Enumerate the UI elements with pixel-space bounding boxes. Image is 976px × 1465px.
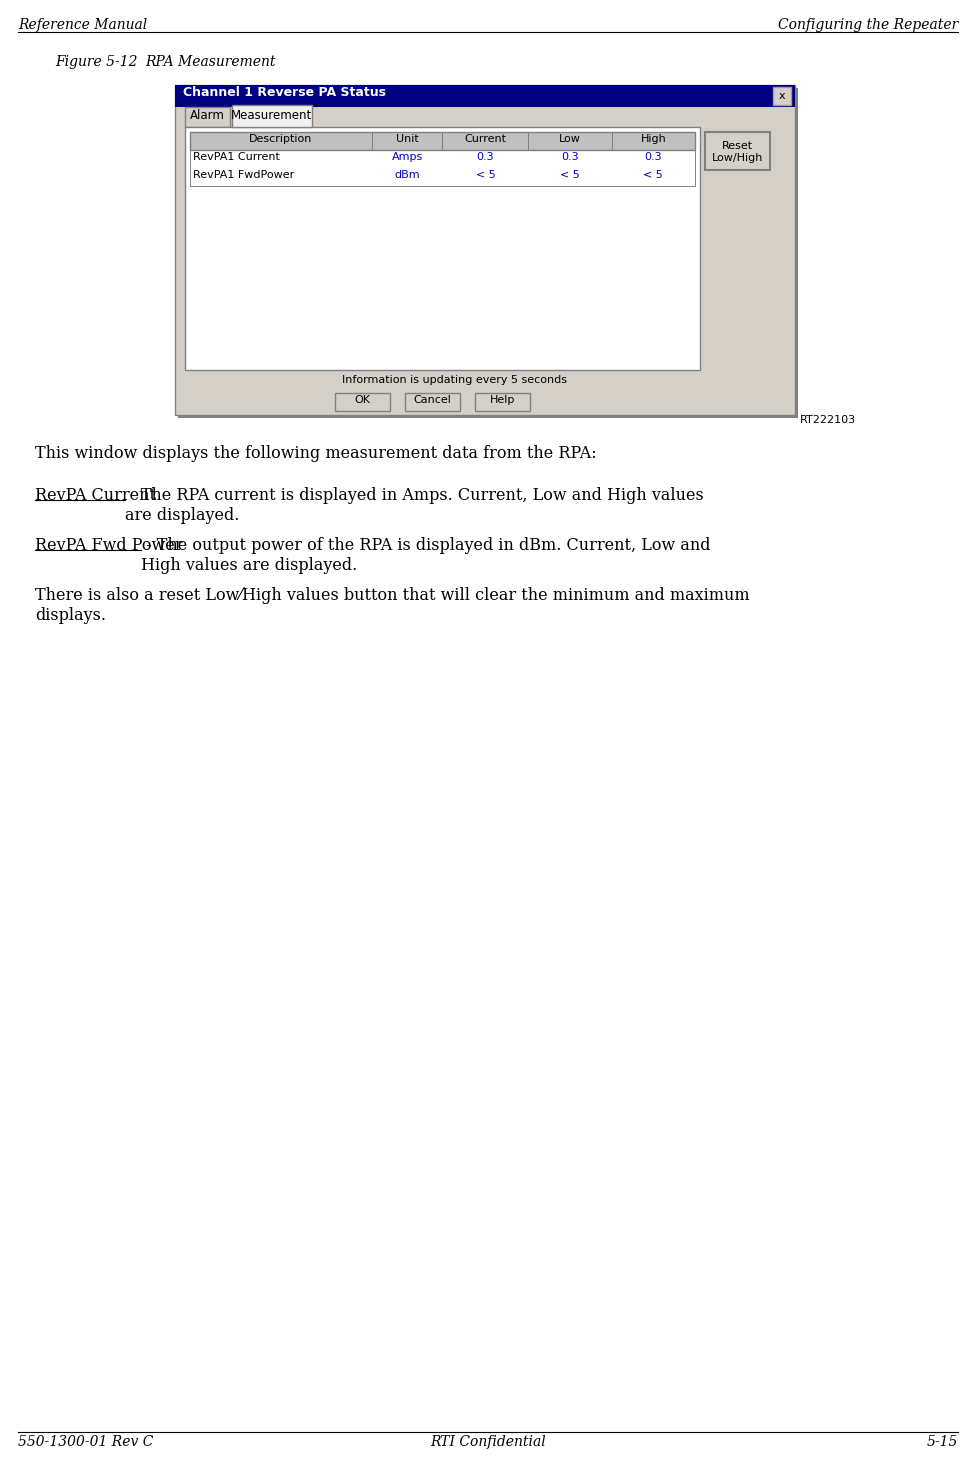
Text: Alarm: Alarm (190, 108, 224, 122)
Text: dBm: dBm (394, 170, 420, 180)
Bar (178, 88, 798, 418)
Text: - The output power of the RPA is displayed in dBm. Current, Low and
High values : - The output power of the RPA is display… (141, 538, 711, 574)
Text: Unit: Unit (396, 133, 419, 144)
Text: RevPA Current: RevPA Current (35, 486, 156, 504)
Text: Current: Current (465, 133, 507, 144)
Bar (185, 107, 230, 127)
Text: 0.3: 0.3 (644, 152, 662, 163)
Text: Reset
Low/High: Reset Low/High (712, 141, 763, 163)
Bar (773, 86, 791, 105)
Bar (175, 85, 795, 107)
Text: Configuring the Repeater: Configuring the Repeater (778, 18, 958, 32)
Text: 0.3: 0.3 (476, 152, 494, 163)
Text: < 5: < 5 (475, 170, 495, 180)
Text: 5-15: 5-15 (926, 1436, 958, 1449)
Text: Measurement: Measurement (231, 108, 312, 122)
Bar (185, 127, 700, 371)
Text: RevPA Fwd Power: RevPA Fwd Power (35, 538, 183, 554)
Text: OK: OK (354, 396, 371, 404)
Text: RT222103: RT222103 (800, 415, 856, 425)
Text: RevPA1 FwdPower: RevPA1 FwdPower (193, 170, 294, 180)
Bar (232, 105, 312, 127)
Text: Cancel: Cancel (414, 396, 452, 404)
Text: < 5: < 5 (560, 170, 580, 180)
Text: This window displays the following measurement data from the RPA:: This window displays the following measu… (35, 445, 596, 461)
Bar (335, 393, 390, 412)
Bar (405, 393, 460, 412)
Text: Help: Help (490, 396, 515, 404)
Text: There is also a reset Low⁄High values button that will clear the minimum and max: There is also a reset Low⁄High values bu… (35, 587, 750, 624)
Text: 550-1300-01 Rev C: 550-1300-01 Rev C (18, 1436, 153, 1449)
Text: - The RPA current is displayed in Amps. Current, Low and High values
are display: - The RPA current is displayed in Amps. … (125, 486, 704, 523)
Text: High: High (640, 133, 667, 144)
Text: RevPA1 Current: RevPA1 Current (193, 152, 280, 163)
Text: RPA Measurement: RPA Measurement (145, 56, 275, 69)
Text: Description: Description (249, 133, 312, 144)
Text: Channel 1 Reverse PA Status: Channel 1 Reverse PA Status (183, 86, 386, 100)
Text: 0.3: 0.3 (561, 152, 579, 163)
Text: Reference Manual: Reference Manual (18, 18, 147, 32)
Text: < 5: < 5 (643, 170, 664, 180)
Text: RTI Confidential: RTI Confidential (430, 1436, 546, 1449)
Text: Information is updating every 5 seconds: Information is updating every 5 seconds (343, 375, 567, 385)
Bar (705, 132, 770, 170)
Bar (475, 393, 530, 412)
Bar (190, 132, 695, 149)
Text: Figure 5-12: Figure 5-12 (55, 56, 138, 69)
Text: Low: Low (559, 133, 581, 144)
Text: x: x (779, 91, 786, 101)
Text: Amps: Amps (391, 152, 423, 163)
Bar (175, 85, 795, 415)
